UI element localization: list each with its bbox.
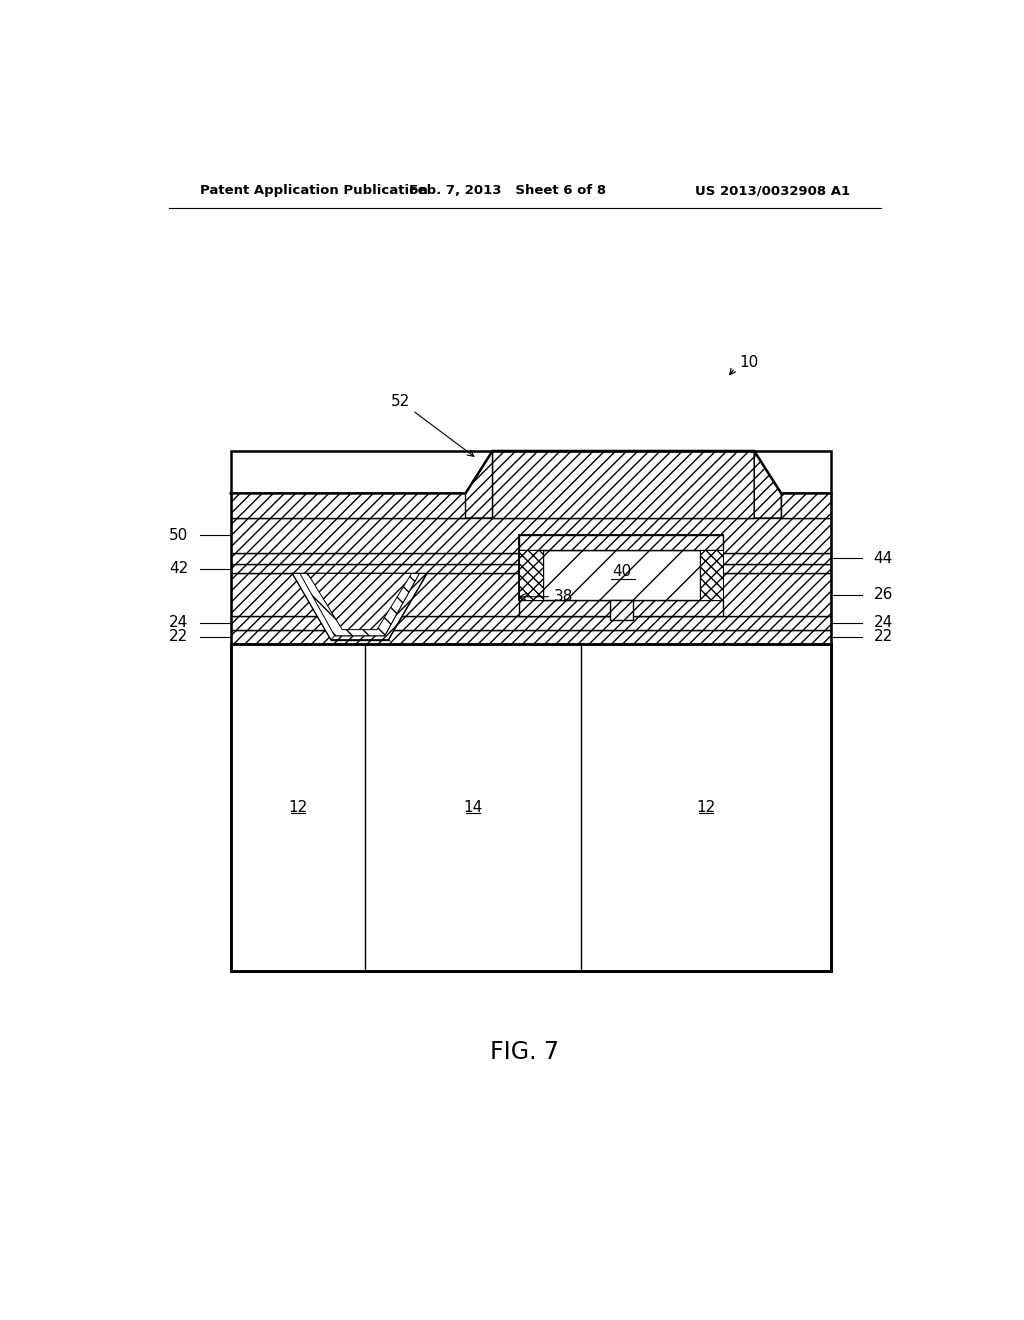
Text: FIG. 7: FIG. 7 <box>490 1040 559 1064</box>
Polygon shape <box>466 451 493 517</box>
Text: 10: 10 <box>739 355 758 370</box>
Text: 38: 38 <box>519 589 573 605</box>
Text: 40: 40 <box>611 564 631 579</box>
Bar <box>230 630 831 644</box>
Bar <box>519 550 543 601</box>
Text: 24: 24 <box>873 615 893 630</box>
Text: 22: 22 <box>873 630 893 644</box>
Bar <box>610 601 633 619</box>
Text: 12: 12 <box>289 800 307 814</box>
Text: 50: 50 <box>169 528 188 543</box>
Bar <box>519 601 724 616</box>
Polygon shape <box>292 573 427 640</box>
Text: 52: 52 <box>390 393 474 457</box>
Text: 22: 22 <box>169 630 188 644</box>
Text: Feb. 7, 2013   Sheet 6 of 8: Feb. 7, 2013 Sheet 6 of 8 <box>410 185 606 197</box>
Bar <box>230 644 831 970</box>
Text: 42: 42 <box>169 561 188 577</box>
Bar <box>230 573 831 616</box>
Polygon shape <box>755 451 781 517</box>
Bar <box>700 550 724 601</box>
Bar <box>519 535 724 601</box>
Bar <box>366 644 581 970</box>
Bar <box>230 564 831 573</box>
Bar <box>230 644 831 970</box>
Text: US 2013/0032908 A1: US 2013/0032908 A1 <box>695 185 851 197</box>
Text: 24: 24 <box>169 615 188 630</box>
Text: 12: 12 <box>696 800 716 814</box>
Bar <box>230 451 831 970</box>
Bar <box>581 644 831 970</box>
Bar <box>519 535 724 550</box>
Bar <box>230 644 366 970</box>
Bar <box>230 517 831 553</box>
Polygon shape <box>300 573 419 636</box>
Bar <box>543 550 700 601</box>
Bar <box>230 615 831 630</box>
Bar <box>781 494 831 517</box>
Text: 14: 14 <box>464 800 483 814</box>
Polygon shape <box>307 573 412 630</box>
Text: 44: 44 <box>873 550 893 566</box>
Polygon shape <box>292 573 427 640</box>
Bar <box>230 494 466 517</box>
Bar <box>493 451 755 517</box>
Bar <box>230 553 831 564</box>
Text: Patent Application Publication: Patent Application Publication <box>200 185 428 197</box>
Text: 26: 26 <box>873 587 893 602</box>
